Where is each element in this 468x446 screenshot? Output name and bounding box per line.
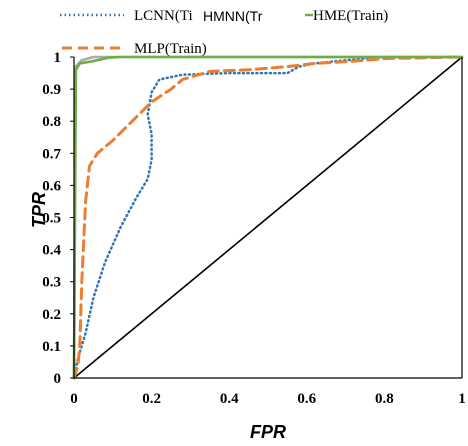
- legend-label-lcnn: LCNN(Ti: [134, 8, 193, 24]
- legend-label-hmnn: HMNN(Tr: [203, 8, 263, 24]
- y-tick-label: 0.8: [42, 114, 61, 130]
- x-tick-label: 0.2: [142, 391, 161, 407]
- ticks-layer: 0 0.2 0.4 0.6 0.8 1 0 0.1 0.2 0.3 0.4 0.5 0.6 0.7 0.8 0…: [42, 50, 466, 407]
- legend: LCNN(Ti HMNN(Tr HME(Train) MLP(Train): [60, 8, 388, 57]
- x-axis-title: FPR: [250, 422, 286, 442]
- y-tick-label: 0.9: [42, 82, 61, 98]
- x-tick-label: 0: [70, 391, 78, 407]
- y-axis-title: TPR: [29, 192, 49, 228]
- y-tick-label: 1: [54, 50, 62, 66]
- y-tick-label: 0.3: [42, 275, 61, 291]
- legend-label-mlp: MLP(Train): [134, 41, 207, 57]
- x-tick-label: 1: [458, 391, 466, 407]
- y-tick-label: 0.5: [42, 211, 61, 227]
- y-tick-label: 0.7: [42, 146, 61, 162]
- series-layer: [72, 55, 464, 380]
- y-tick-label: 0: [54, 371, 62, 387]
- x-tick-label: 0.6: [297, 391, 316, 407]
- y-tick-label: 0.1: [42, 339, 61, 355]
- y-tick-label: 0.6: [42, 178, 61, 194]
- y-tick-label: 0.4: [42, 243, 61, 259]
- series-line-diagonal-reference: [73, 56, 463, 379]
- series-line-mlp-train: [72, 55, 464, 380]
- x-tick-label: 0.4: [220, 391, 239, 407]
- legend-label-hme: HME(Train): [313, 8, 388, 24]
- x-tick-label: 0.8: [375, 391, 394, 407]
- y-tick-label: 0.2: [42, 307, 61, 323]
- series-line-hme-train: [72, 55, 464, 380]
